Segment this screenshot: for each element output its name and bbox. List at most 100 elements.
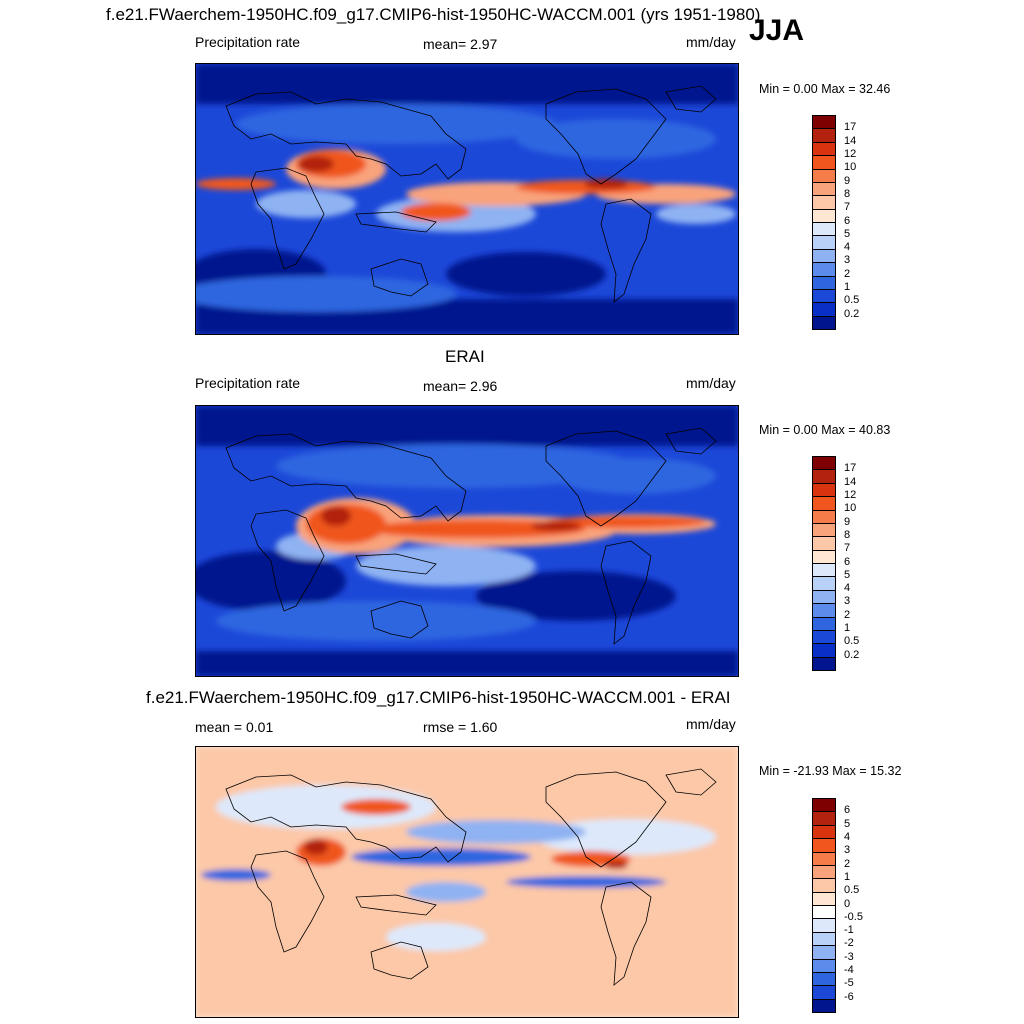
colorbar-swatch [813,223,835,237]
colorbar-tick-label: 0.2 [844,648,860,661]
field-contour [196,178,276,190]
colorbar-swatch [813,156,835,170]
field-contour [236,104,556,144]
field-contour [366,520,586,538]
coastline [370,600,429,639]
colorbar-tick-label: 7 [844,201,851,214]
colorbar-tick-label: 8 [844,528,851,541]
figure-title: f.e21.FWaerchem-1950HC.f09_g17.CMIP6-his… [106,5,761,24]
colorbar-swatch [813,919,835,933]
colorbar-swatch [813,510,835,524]
field-contour [536,819,716,855]
colorbar-tick-label: 3 [844,595,851,608]
colorbar-swatch [813,946,835,960]
colorbar-swatch [813,196,835,210]
coastline [355,211,437,233]
colorbar-tick-label: 9 [844,515,851,528]
panel-mean-label: mean= 2.97 [423,36,498,52]
colorbar-swatch [813,182,835,197]
colorbar-tick-label: 2 [844,857,851,870]
colorbar-tick-label: 12 [844,147,857,160]
colorbar-tick-label: -3 [844,950,854,963]
colorbar-tick-label: 0.5 [844,884,860,897]
colorbar-swatch [813,999,835,1012]
colorbar-swatch [813,129,835,143]
colorbar-tick-label: 9 [844,174,851,187]
field-contour [546,516,706,528]
colorbar-swatch [813,986,835,1000]
coastline [250,850,325,953]
colorbar-swatch [813,276,835,290]
colorbar-tick-label: 0.2 [844,307,860,320]
colorbar-swatch [813,959,835,973]
coastline [250,167,325,270]
coastline [665,85,717,113]
colorbar-tick-label: 5 [844,568,851,581]
field-contour [298,156,334,172]
colorbar-swatch [813,550,835,564]
colorbar-tick-label: -0.5 [844,910,863,923]
colorbar-tick-label: 5 [844,227,851,240]
colorbar-swatch [813,825,835,840]
panel-mean-label: mean = 0.01 [195,719,274,735]
min-max-label: Min = -21.93 Max = 15.32 [759,764,902,778]
colorbar-swatch [813,604,835,618]
colorbar-tick-label: -5 [844,977,854,990]
field-contour [604,861,628,869]
colorbar-swatch [813,564,835,578]
field-contour [196,551,346,611]
colorbar-swatch [813,590,835,605]
field-contour [304,839,328,855]
field-contour [516,119,716,159]
colorbar-tick-label: -1 [844,924,854,937]
panel-rmse-label: rmse = 1.60 [423,719,498,735]
colorbar-swatch [813,236,835,250]
colorbar-tick-label: 17 [844,121,857,134]
coastline [355,894,437,916]
field-contour [196,651,738,676]
colorbar-tick-label: 1 [844,622,851,635]
colorbar-swatch [813,617,835,631]
colorbar-tick-label: -6 [844,990,854,1003]
colorbar-swatch [813,892,835,906]
colorbar-swatch [813,577,835,591]
season-label: JJA [749,14,805,47]
field-contour [406,820,586,844]
coastline [225,433,467,522]
field-contour [476,571,676,621]
field-contour [351,848,531,866]
coastline [250,509,325,612]
panel-units-label: mm/day [686,716,736,732]
colorbar-swatch [813,470,835,484]
colorbar-tick-label: 0.5 [844,294,860,307]
colorbar-swatch [813,209,835,223]
field-contour [321,506,351,526]
colorbar-tick-label: 1 [844,870,851,883]
field-contour [256,190,356,218]
colorbar [812,456,836,671]
colorbar-tick-label: 0 [844,897,851,910]
colorbar-tick-label: 17 [844,462,857,475]
coastline [355,553,437,575]
colorbar-swatch [813,812,835,826]
colorbar-swatch [813,142,835,157]
colorbar-swatch [813,483,835,498]
panel-mean-label: mean= 2.96 [423,378,498,394]
colorbar-tick-label: 3 [844,844,851,857]
colorbar-tick-label: 3 [844,254,851,267]
colorbar-tick-label: 5 [844,817,851,830]
colorbar-tick-label: 7 [844,542,851,555]
field-contour [356,546,536,586]
colorbar-tick-label: 1 [844,281,851,294]
coastline [600,198,652,303]
coastline [545,771,667,868]
field-contour [401,203,471,221]
colorbar-tick-label: -4 [844,964,854,977]
colorbar-swatch [813,879,835,893]
coastline [600,540,652,645]
coastline [225,91,467,180]
difference-map [195,746,739,1018]
field-contour [446,252,606,296]
colorbar-swatch [813,116,835,130]
colorbar-swatch [813,316,835,329]
